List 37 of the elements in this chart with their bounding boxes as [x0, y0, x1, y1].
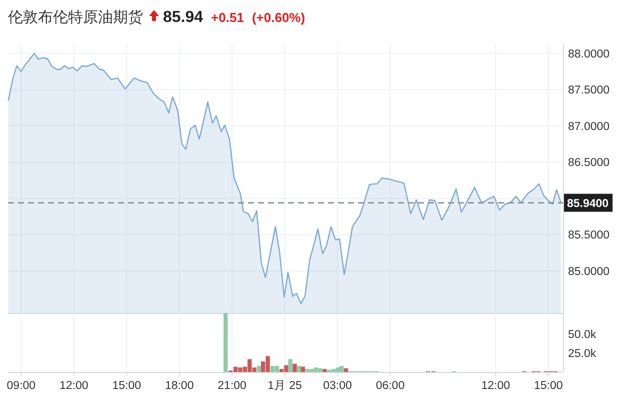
- text: +0.51: [211, 10, 244, 25]
- y-tick-label: 85.5000: [568, 230, 610, 242]
- text: 85.94: [163, 9, 204, 26]
- y-tick-label: 88.0000: [568, 48, 610, 60]
- bar: [279, 368, 284, 372]
- bar: [339, 366, 344, 372]
- x-tick-label: 15:00: [112, 380, 142, 392]
- text: (+0.60%): [252, 10, 306, 25]
- bar: [274, 366, 279, 372]
- x-tick-label: 09:00: [6, 380, 36, 392]
- y-tick-label: 25.0k: [568, 348, 596, 360]
- bar: [322, 368, 327, 372]
- ref-line-label: 85.9400: [567, 198, 609, 210]
- chart-title: 伦敦布伦特原油期货: [8, 9, 143, 26]
- bar: [297, 366, 302, 372]
- bar: [331, 368, 336, 372]
- x-tick-label: 21:00: [218, 380, 246, 392]
- y-tick-label: 50.0k: [568, 329, 596, 342]
- y-tick-label: 87.0000: [568, 120, 610, 133]
- bar: [300, 366, 306, 372]
- bar: [305, 368, 310, 372]
- bar: [336, 367, 340, 372]
- bar: [344, 368, 348, 372]
- y-tick-label: 87.5000: [568, 84, 610, 97]
- x-tick-label: 1月 25: [268, 379, 302, 392]
- x-tick-label: 03:00: [323, 380, 352, 392]
- x-tick-label: 12:00: [60, 380, 88, 392]
- y-tick-label: 85.0000: [568, 266, 610, 278]
- x-tick-label: 12:00: [481, 380, 510, 392]
- bar: [292, 364, 297, 372]
- x-tick-label: 18:00: [164, 380, 194, 392]
- bar: [288, 359, 292, 372]
- x-tick-label: 15:00: [534, 380, 563, 392]
- bar: [270, 366, 275, 372]
- y-tick-label: 86.5000: [568, 157, 610, 170]
- x-tick-label: 06:00: [376, 380, 405, 392]
- bar: [256, 366, 262, 372]
